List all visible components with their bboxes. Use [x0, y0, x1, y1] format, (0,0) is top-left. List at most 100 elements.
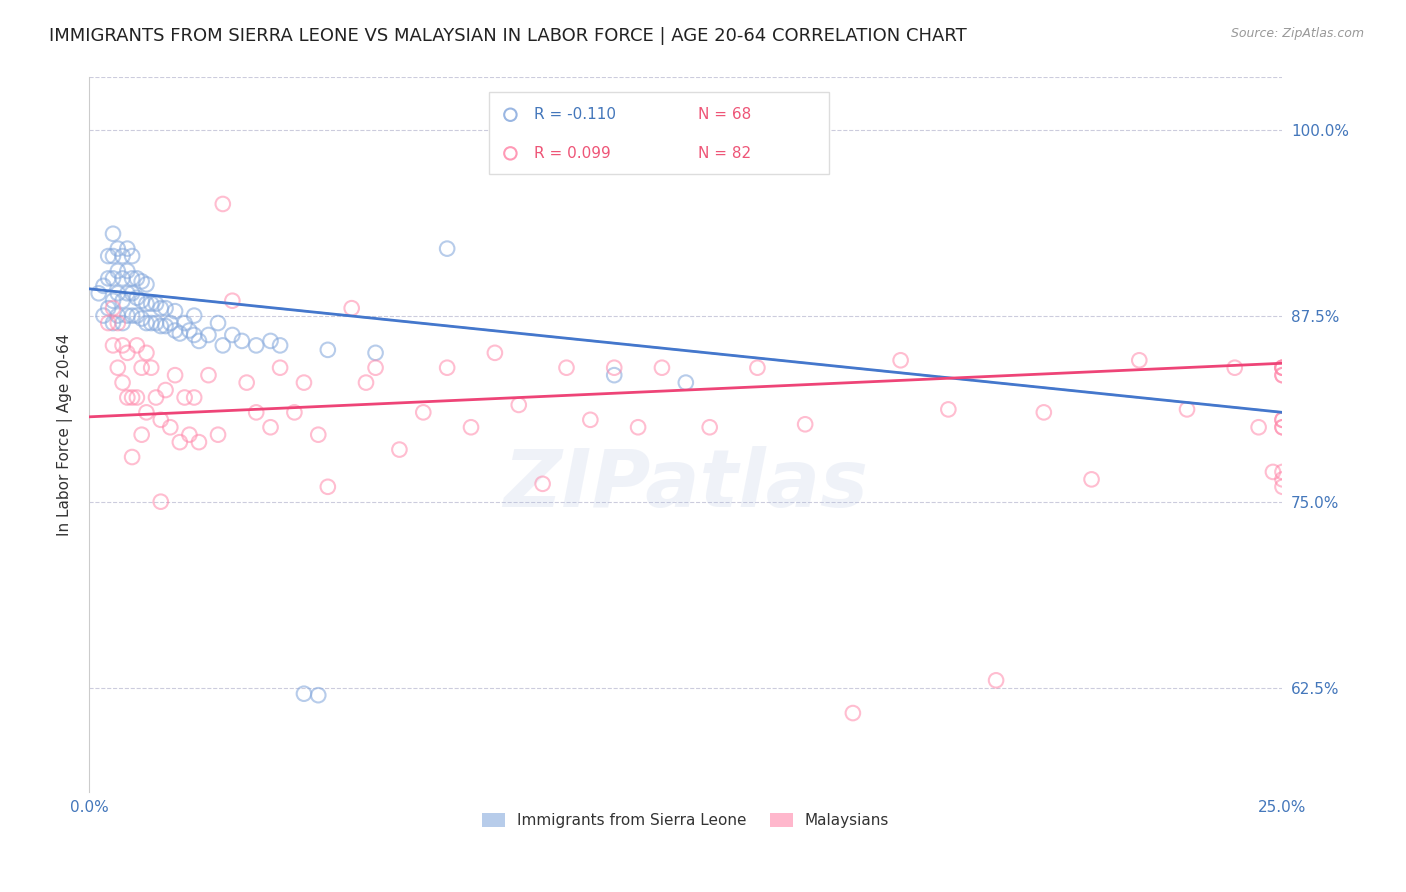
Point: [111, 293, 134, 308]
Point: [1271, 360, 1294, 375]
Text: N = 82: N = 82: [697, 146, 751, 161]
Point: [155, 319, 177, 334]
Point: [1271, 360, 1294, 375]
Point: [149, 301, 172, 315]
Point: [111, 249, 134, 263]
Point: [125, 338, 148, 352]
Point: [145, 296, 167, 310]
Point: [117, 264, 139, 278]
Point: [87, 286, 110, 301]
Point: [269, 360, 291, 375]
Point: [484, 346, 506, 360]
Point: [1032, 405, 1054, 419]
Point: [131, 360, 153, 375]
Point: [1271, 413, 1294, 427]
Point: [101, 301, 124, 315]
Point: [159, 316, 181, 330]
Point: [141, 296, 163, 310]
Point: [125, 309, 148, 323]
Text: R = -0.110: R = -0.110: [534, 107, 616, 122]
Point: [111, 338, 134, 352]
Point: [1271, 420, 1294, 434]
Text: IMMIGRANTS FROM SIERRA LEONE VS MALAYSIAN IN LABOR FORCE | AGE 20-64 CORRELATION: IMMIGRANTS FROM SIERRA LEONE VS MALAYSIA…: [49, 27, 967, 45]
Y-axis label: In Labor Force | Age 20-64: In Labor Force | Age 20-64: [58, 334, 73, 536]
Point: [1261, 465, 1284, 479]
Point: [187, 435, 209, 450]
Point: [307, 427, 329, 442]
FancyBboxPatch shape: [489, 92, 830, 174]
Point: [747, 360, 769, 375]
Point: [531, 476, 554, 491]
Point: [842, 706, 865, 720]
Point: [155, 301, 177, 315]
Point: [169, 326, 191, 341]
Point: [1271, 413, 1294, 427]
Point: [97, 271, 120, 285]
Point: [436, 360, 458, 375]
Point: [135, 296, 157, 310]
Point: [603, 360, 626, 375]
Point: [221, 328, 243, 343]
Point: [197, 368, 219, 383]
Point: [131, 293, 153, 308]
Point: [117, 242, 139, 256]
Point: [107, 264, 129, 278]
Point: [436, 242, 458, 256]
Point: [259, 334, 281, 348]
Point: [231, 334, 253, 348]
Point: [121, 249, 143, 263]
Point: [101, 227, 124, 241]
Point: [340, 301, 363, 315]
Point: [183, 309, 205, 323]
Point: [165, 324, 187, 338]
Point: [145, 391, 167, 405]
Point: [675, 376, 697, 390]
Point: [111, 376, 134, 390]
Point: [145, 316, 167, 330]
Point: [627, 420, 650, 434]
Point: [93, 278, 115, 293]
Point: [179, 427, 201, 442]
Legend: Immigrants from Sierra Leone, Malaysians: Immigrants from Sierra Leone, Malaysians: [477, 807, 896, 834]
Point: [187, 334, 209, 348]
Point: [890, 353, 912, 368]
Point: [354, 376, 377, 390]
Point: [984, 673, 1007, 688]
Point: [155, 383, 177, 397]
Point: [269, 338, 291, 352]
Point: [131, 274, 153, 288]
Point: [97, 301, 120, 315]
Point: [316, 343, 339, 357]
Point: [121, 271, 143, 285]
Point: [211, 338, 233, 352]
Point: [149, 319, 172, 334]
Point: [283, 405, 305, 419]
Point: [135, 316, 157, 330]
Point: [97, 316, 120, 330]
Point: [364, 346, 387, 360]
Point: [107, 242, 129, 256]
Point: [412, 405, 434, 419]
Point: [107, 316, 129, 330]
Point: [107, 360, 129, 375]
Point: [1223, 360, 1246, 375]
Point: [292, 376, 315, 390]
Point: [173, 391, 195, 405]
Point: [1175, 402, 1198, 417]
Point: [307, 688, 329, 702]
Point: [364, 360, 387, 375]
Point: [121, 286, 143, 301]
Point: [101, 338, 124, 352]
Point: [699, 420, 721, 434]
Point: [101, 249, 124, 263]
Point: [179, 324, 201, 338]
Point: [93, 309, 115, 323]
Point: [1271, 472, 1294, 486]
Point: [135, 277, 157, 292]
Point: [1128, 353, 1150, 368]
Point: [117, 391, 139, 405]
Point: [938, 402, 960, 417]
Point: [197, 328, 219, 343]
Point: [125, 291, 148, 305]
Point: [149, 494, 172, 508]
